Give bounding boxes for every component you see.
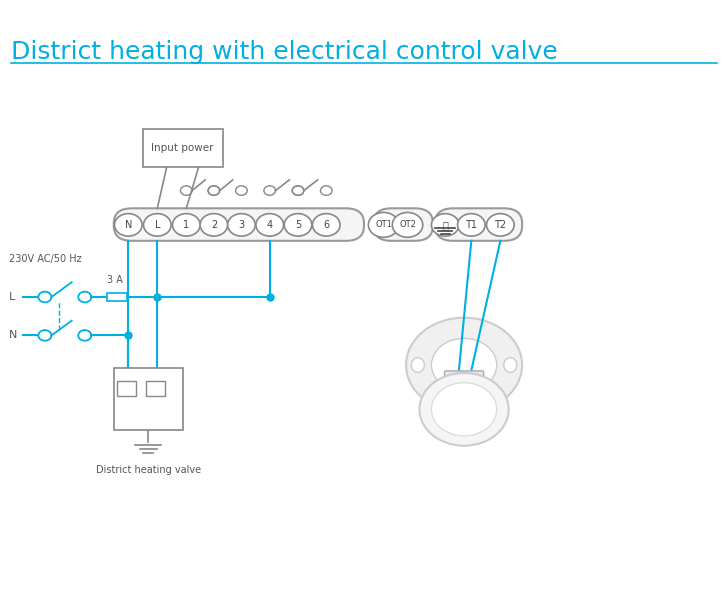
FancyBboxPatch shape <box>373 208 433 241</box>
Circle shape <box>143 214 171 236</box>
Text: 230V AC/50 Hz: 230V AC/50 Hz <box>9 254 82 264</box>
Circle shape <box>486 214 514 236</box>
Text: OT1: OT1 <box>375 220 392 229</box>
Circle shape <box>173 214 200 236</box>
Text: 4: 4 <box>266 220 273 230</box>
Text: 5: 5 <box>295 220 301 230</box>
Text: 3 A: 3 A <box>107 275 123 285</box>
Text: T2: T2 <box>494 220 507 230</box>
Text: N: N <box>123 381 130 391</box>
Circle shape <box>114 214 142 236</box>
Circle shape <box>419 373 509 446</box>
Text: L: L <box>154 381 160 391</box>
Bar <box>117 381 135 396</box>
Circle shape <box>392 213 423 237</box>
Text: ⩶: ⩶ <box>443 220 448 230</box>
Text: T1: T1 <box>465 220 478 230</box>
Circle shape <box>200 214 228 236</box>
Circle shape <box>228 214 256 236</box>
Text: L: L <box>9 292 15 302</box>
Ellipse shape <box>504 358 517 372</box>
Circle shape <box>312 214 340 236</box>
Ellipse shape <box>411 358 424 372</box>
Text: L: L <box>154 220 160 230</box>
Text: 2: 2 <box>210 220 217 230</box>
Circle shape <box>256 214 283 236</box>
FancyBboxPatch shape <box>114 368 183 430</box>
Circle shape <box>432 383 496 436</box>
Text: District heating valve: District heating valve <box>95 466 201 476</box>
Bar <box>146 381 165 396</box>
Circle shape <box>458 214 485 236</box>
FancyBboxPatch shape <box>114 208 364 241</box>
FancyBboxPatch shape <box>435 208 522 241</box>
Circle shape <box>406 318 522 412</box>
Text: nest: nest <box>455 393 473 402</box>
Text: 12 V: 12 V <box>451 437 477 447</box>
Text: Input power: Input power <box>151 143 214 153</box>
Circle shape <box>368 213 399 237</box>
Circle shape <box>284 214 312 236</box>
FancyBboxPatch shape <box>143 128 223 167</box>
Text: 1: 1 <box>183 220 189 230</box>
Circle shape <box>432 339 496 391</box>
Text: N: N <box>9 330 17 340</box>
FancyBboxPatch shape <box>445 371 483 383</box>
Text: 3: 3 <box>238 220 245 230</box>
Bar <box>106 293 127 301</box>
Text: N: N <box>124 220 132 230</box>
Circle shape <box>432 214 459 236</box>
Text: 6: 6 <box>323 220 329 230</box>
Text: District heating with electrical control valve: District heating with electrical control… <box>11 40 558 64</box>
Text: nest: nest <box>454 339 475 349</box>
Text: OT2: OT2 <box>399 220 416 229</box>
